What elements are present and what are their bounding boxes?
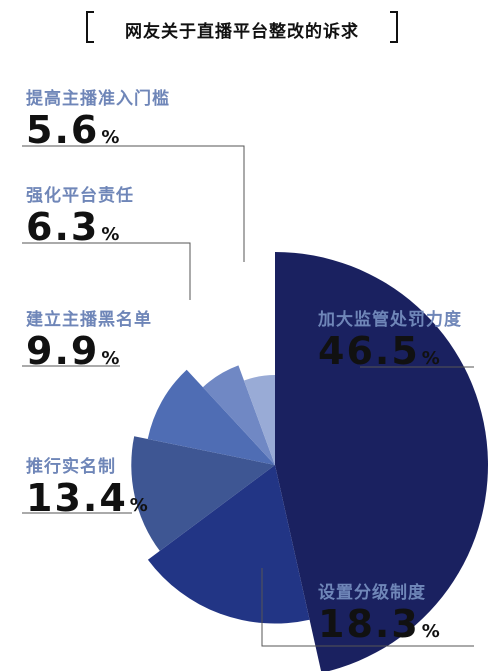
slice-value-5: 5.6 xyxy=(26,108,100,152)
slice-name-0: 加大监管处罚力度 xyxy=(318,310,462,330)
slice-value-2: 13.4 xyxy=(26,476,128,520)
slice-value-0: 46.5 xyxy=(318,329,420,373)
chart-title-box: 网友关于直播平台整改的诉求 xyxy=(86,11,398,45)
slice-label-5: 提高主播准入门槛 5.6% xyxy=(26,84,170,149)
slice-value-4: 6.3 xyxy=(26,205,100,249)
pie-slice-3 xyxy=(147,369,275,465)
slice-name-5: 提高主播准入门槛 xyxy=(26,89,170,109)
slice-unit-1: % xyxy=(421,621,440,642)
slice-name-3: 建立主播黑名单 xyxy=(26,310,152,330)
slice-name-4: 强化平台责任 xyxy=(26,186,134,206)
slice-unit-3: % xyxy=(101,348,120,369)
slice-value-3: 9.9 xyxy=(26,329,100,373)
title-right-bracket xyxy=(390,11,398,43)
slice-label-2: 推行实名制 13.4% xyxy=(26,452,148,517)
slice-label-3: 建立主播黑名单 9.9% xyxy=(26,305,152,370)
slice-label-4: 强化平台责任 6.3% xyxy=(26,181,134,246)
slice-unit-5: % xyxy=(101,127,120,148)
slice-unit-2: % xyxy=(129,495,148,516)
pie-slice-4 xyxy=(202,365,275,465)
chart-title: 网友关于直播平台整改的诉求 xyxy=(125,22,359,42)
leader-line-5 xyxy=(22,145,245,262)
leader-line-4 xyxy=(22,242,191,300)
slice-name-1: 设置分级制度 xyxy=(318,583,426,603)
slice-label-0: 加大监管处罚力度 46.5% xyxy=(318,305,462,370)
title-left-bracket xyxy=(86,11,94,43)
slice-value-1: 18.3 xyxy=(318,602,420,646)
leader-line-1 xyxy=(261,568,474,647)
slice-unit-0: % xyxy=(421,348,440,369)
pie-slice-0 xyxy=(275,252,488,671)
pie-slice-1 xyxy=(147,465,310,624)
pie-slice-5 xyxy=(243,375,275,465)
slice-label-1: 设置分级制度 18.3% xyxy=(318,578,440,643)
slice-unit-4: % xyxy=(101,224,120,245)
slice-name-2: 推行实名制 xyxy=(26,457,116,477)
pie-slice-2 xyxy=(131,436,275,551)
